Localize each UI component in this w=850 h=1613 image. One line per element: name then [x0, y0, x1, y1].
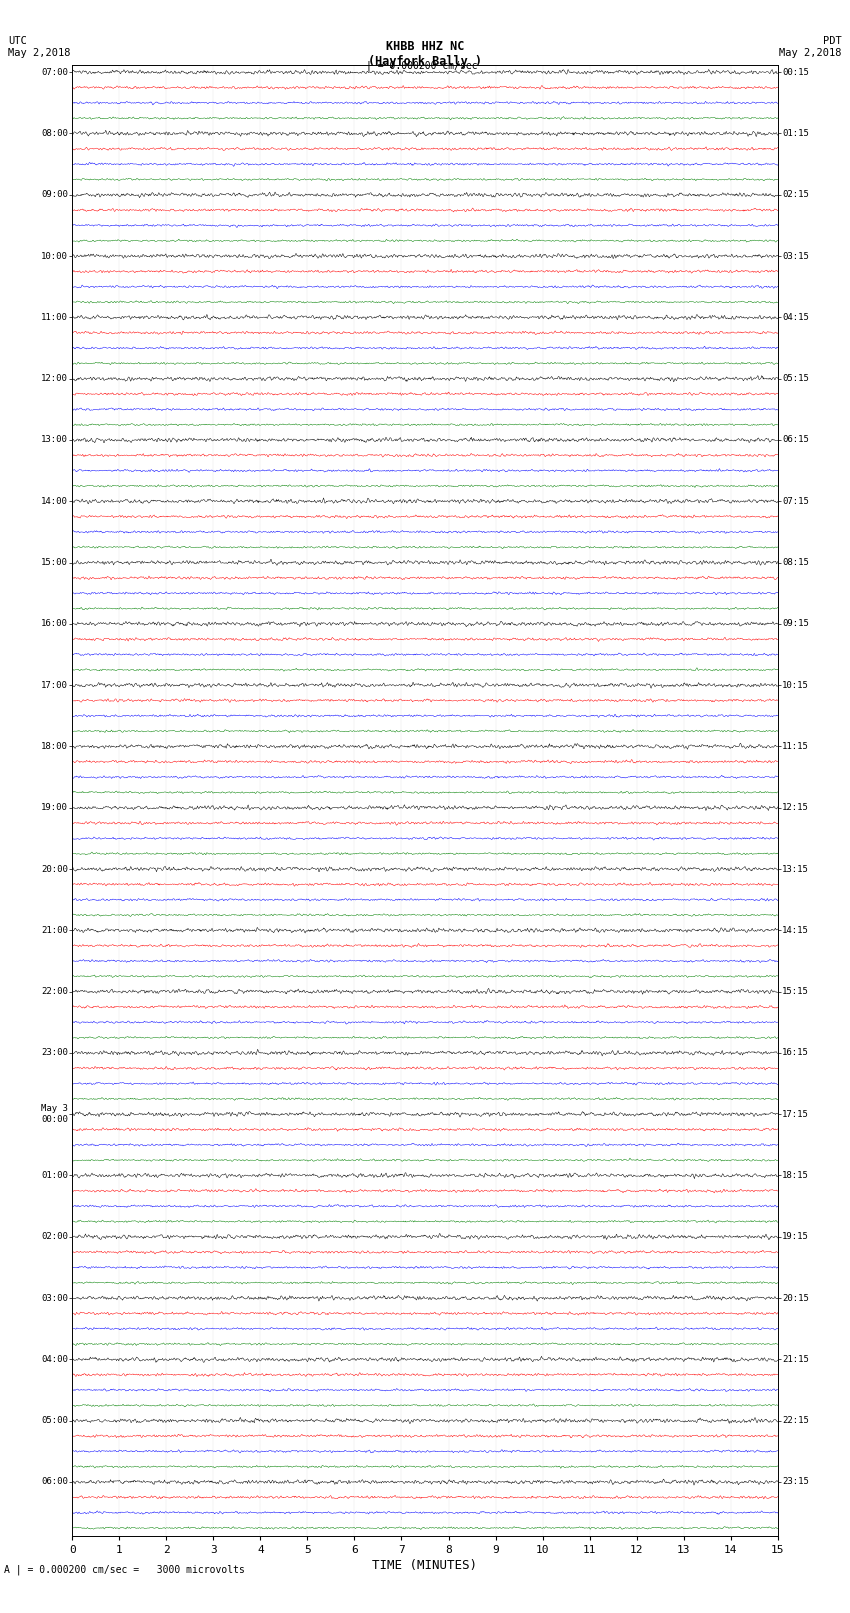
Text: KHBB HHZ NC
(Hayfork Bally ): KHBB HHZ NC (Hayfork Bally ) [368, 39, 482, 68]
Text: A | = 0.000200 cm/sec =   3000 microvolts: A | = 0.000200 cm/sec = 3000 microvolts [4, 1565, 245, 1576]
Text: PDT
May 2,2018: PDT May 2,2018 [779, 37, 842, 58]
Text: | = 0.000200 cm/sec: | = 0.000200 cm/sec [366, 60, 477, 71]
X-axis label: TIME (MINUTES): TIME (MINUTES) [372, 1558, 478, 1571]
Text: UTC
May 2,2018: UTC May 2,2018 [8, 37, 71, 58]
